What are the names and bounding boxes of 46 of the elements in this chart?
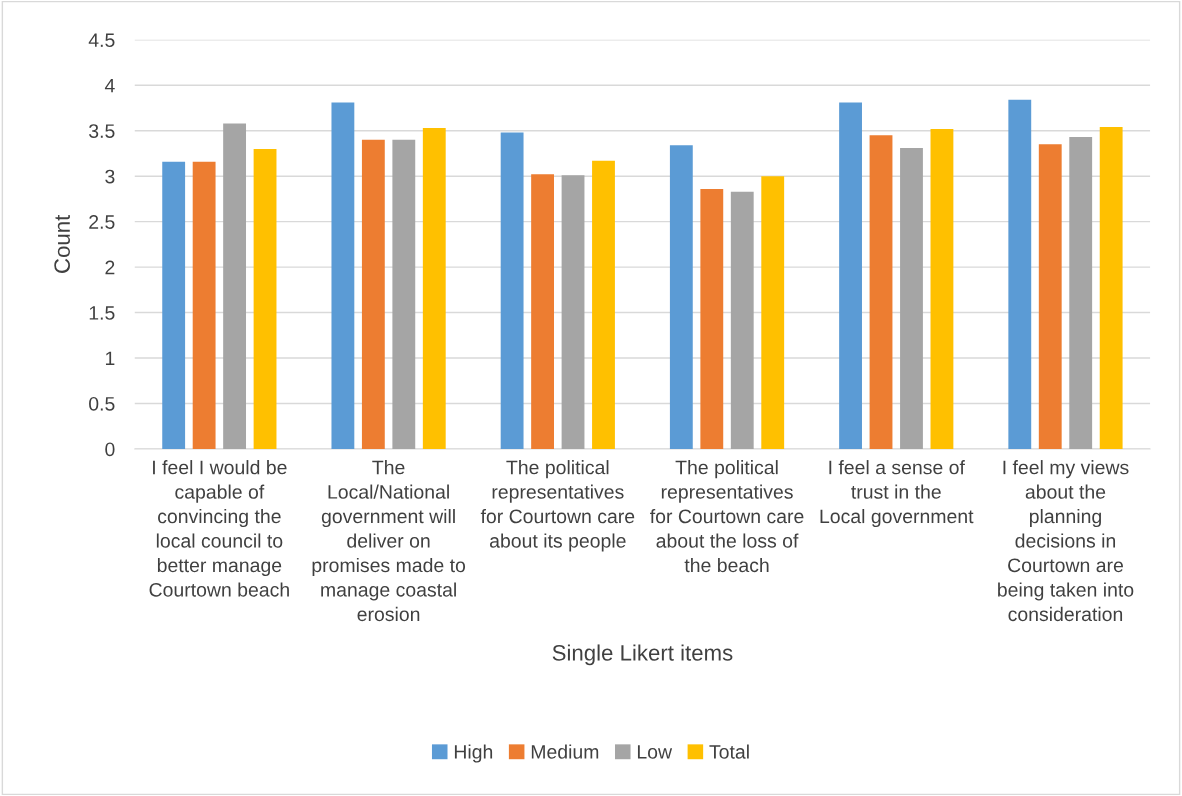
bar (1099, 127, 1123, 449)
y-tick-label: 3 (105, 169, 115, 184)
legend-label: Total (709, 744, 749, 759)
bar (700, 188, 724, 449)
x-tick-label: I feel I would be capable of convincing the local council to better manage Courtown beach (149, 460, 289, 597)
bar (1038, 144, 1062, 449)
y-tick-label: 0.5 (89, 396, 115, 411)
bar (761, 176, 785, 449)
bar (592, 160, 615, 449)
y-tick-label: 2.5 (89, 215, 115, 229)
y-tick-label: 4.5 (88, 33, 115, 48)
bar (162, 161, 186, 449)
bar (192, 161, 216, 449)
legend-label: High (454, 744, 493, 763)
y-tick-label: 4 (104, 78, 115, 93)
y-axis-title: Count (54, 214, 70, 273)
bar (361, 139, 385, 449)
bar (930, 128, 954, 449)
y-tick-label: 0 (105, 442, 115, 457)
legend-label: Low (637, 745, 673, 759)
bar (1069, 137, 1093, 449)
bar (500, 132, 524, 449)
bar (253, 148, 277, 449)
bar (869, 135, 893, 449)
legend-label: Medium (531, 744, 599, 759)
y-tick-label: 1 (105, 351, 115, 366)
x-axis-title: Single Likert items (552, 644, 733, 666)
x-tick-label: The political representatives for Courtown care about its people (480, 460, 635, 552)
x-tick-label: The political representatives for Courtown care about the loss of the beach (650, 460, 804, 573)
bar (392, 139, 416, 449)
bar (900, 148, 923, 449)
bar (730, 191, 754, 449)
bar (422, 127, 446, 449)
bar (1008, 99, 1032, 449)
x-tick-label: The Local/National government will deliver on promises made to manage coastal erosion (312, 460, 466, 622)
bar (561, 175, 585, 449)
bar (839, 102, 862, 449)
bar (669, 145, 693, 449)
y-tick-label: 2 (105, 260, 115, 275)
bar (331, 102, 355, 449)
x-tick-label: I feel a sense of trust in the Local government (820, 460, 974, 528)
bar (223, 123, 247, 449)
y-tick-label: 3.5 (89, 124, 115, 138)
x-tick-label: I feel my views about the planning decisions in Courtown are being taken into consideration (998, 460, 1134, 622)
bar (531, 174, 554, 449)
y-tick-label: 1.5 (89, 306, 115, 320)
